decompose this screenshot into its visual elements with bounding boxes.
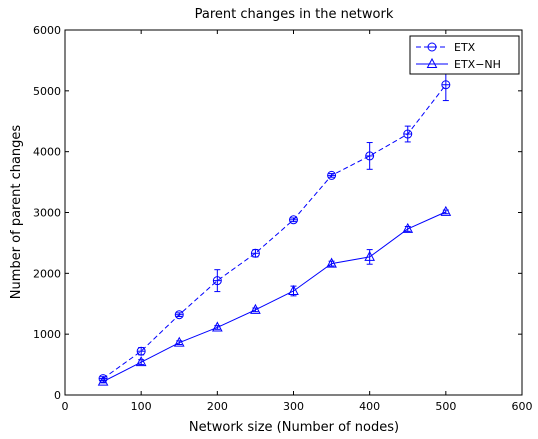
data-point <box>173 336 185 347</box>
data-point <box>326 257 337 268</box>
legend-label: ETX−NH <box>454 58 501 71</box>
data-point <box>440 205 452 216</box>
x-tick-label: 600 <box>512 400 533 413</box>
data-point <box>250 303 261 314</box>
series-0 <box>98 68 451 384</box>
series-layer <box>97 68 452 386</box>
x-tick-label: 400 <box>359 400 380 413</box>
y-tick-label: 0 <box>54 389 61 402</box>
x-tick-label: 100 <box>131 400 152 413</box>
data-point <box>364 250 375 261</box>
data-point <box>135 356 147 367</box>
legend-label: ETX <box>454 41 476 54</box>
y-axis-label: Number of parent changes <box>9 125 24 300</box>
axis-ticks: 0 100 200 300 400 500 600010002000300040005000… <box>33 24 533 413</box>
legend: ETX ETX−NH <box>409 35 520 75</box>
y-tick-label: 4000 <box>33 146 61 159</box>
y-tick-label: 6000 <box>33 24 61 37</box>
data-point <box>97 375 109 386</box>
data-point <box>288 284 299 295</box>
x-tick-label: 0 <box>62 400 69 413</box>
x-tick-label: 500 <box>435 400 456 413</box>
series-line <box>102 84 447 379</box>
chart-title: Parent changes in the network <box>195 7 394 22</box>
y-tick-label: 1000 <box>33 328 61 341</box>
y-tick-label: 5000 <box>33 85 61 98</box>
data-point <box>402 222 414 233</box>
y-tick-label: 2000 <box>33 267 61 280</box>
y-tick-label: 3000 <box>33 207 61 220</box>
plot-area-frame <box>64 29 523 396</box>
series-line <box>102 211 447 383</box>
legend-marker <box>426 57 438 68</box>
x-tick-label: 300 <box>283 400 304 413</box>
x-axis-label: Network size (Number of nodes) <box>189 420 399 435</box>
data-point <box>212 321 223 332</box>
x-tick-label: 200 <box>207 400 228 413</box>
series-1 <box>97 205 452 386</box>
